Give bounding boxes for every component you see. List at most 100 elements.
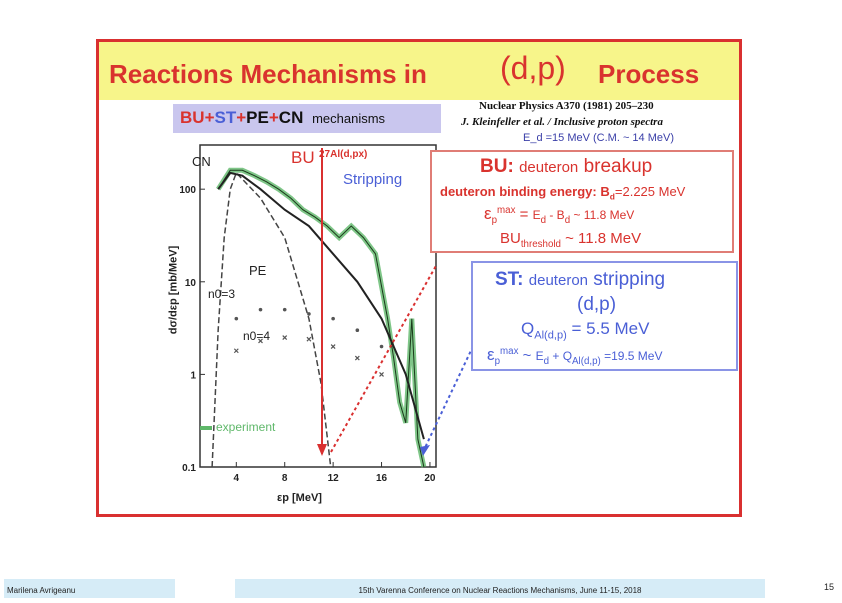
x-tick-label: 8 [282, 473, 288, 484]
st-eps-rhs2-sub: Al(d,p) [572, 356, 601, 367]
bu-eps-eq: = [515, 206, 533, 223]
st-eps-rhs2: + Q [549, 349, 573, 363]
footer-author-text: Marilena Avrigeanu [7, 586, 76, 595]
st-arrow-head [420, 445, 430, 456]
mech-suffix: mechanisms [312, 111, 386, 126]
x-tick-label: 12 [328, 473, 340, 484]
series-n0-3-point [282, 307, 287, 312]
series-n0-3-point [307, 312, 311, 316]
slide-title-main: Reactions Mechanisms in [109, 59, 427, 89]
slide-title-process: Process [598, 59, 700, 89]
series-n0-4-point [233, 348, 239, 354]
x-tick-label: 20 [424, 473, 436, 484]
slide-title-reaction: (d,p) [500, 50, 566, 86]
bu-heading-end: breakup [583, 156, 653, 177]
st-eps-sim: ~ [518, 347, 536, 364]
mech-plus: + [236, 108, 247, 127]
bu-thr-sub: threshold [520, 239, 561, 250]
spectrum-plot: 4 8 12 16 20 100 10 1 0.1 [179, 144, 503, 484]
bu-heading-mid: deuteron [519, 159, 579, 176]
x-axis-label: εp [MeV] [277, 492, 322, 504]
bu-eps-sup: max [497, 205, 516, 216]
plot-series [211, 167, 427, 468]
bu-thr-main: BU [500, 230, 521, 247]
series-n0-4-point [258, 338, 263, 344]
x-tick-label: 16 [376, 473, 388, 484]
st-info-box: ST: deuteron stripping (d,p) QAl(d,p) = … [471, 261, 738, 371]
bu-binding-line: deuteron binding energy: Bd=2.225 MeV [440, 184, 685, 202]
series-n0-3-point [331, 316, 335, 321]
slide-frame: Reactions Mechanisms in (d,p) Process BU… [96, 39, 742, 517]
bu-eps-rhs1: E [532, 208, 541, 222]
y-tick-label: 10 [185, 278, 197, 289]
bu-eps-sub: p [491, 215, 498, 226]
label-reaction: 27Al(d,px) [319, 149, 368, 160]
st-eps-rhs1-sub: d [543, 356, 550, 367]
label-experiment: experiment [216, 420, 276, 434]
mechanisms-line: BU+ST+PE+CN mechanisms [180, 108, 385, 128]
x-tick-label: 4 [234, 473, 240, 484]
y-tick-label: 0.1 [182, 463, 196, 474]
bu-binding-value: =2.225 MeV [614, 184, 686, 199]
mech-bu: BU [180, 108, 205, 127]
bu-arrow-head [317, 444, 327, 456]
series-n0-4-point [330, 344, 336, 349]
series-n0-4-point [306, 336, 312, 342]
energy-line: E_d =15 MeV (C.M. ~ 14 MeV) [523, 132, 675, 144]
mech-plus: + [268, 108, 279, 127]
series-bu-line [211, 171, 332, 468]
st-eps-sub: p [494, 356, 501, 367]
series-n0-3-point [234, 316, 239, 321]
label-pe: PE [249, 263, 267, 278]
series-n0-3-point [379, 344, 384, 349]
footer-conference: 15th Varenna Conference on Nuclear React… [235, 579, 765, 598]
st-q-line: QAl(d,p) = 5.5 MeV [521, 319, 649, 341]
series-n0-4-point [354, 355, 360, 361]
st-eps-line: εpmax ~ Ed + QAl(d,p) =19.5 MeV [487, 345, 662, 367]
plot-axes [199, 144, 437, 468]
bu-eps-symbol: ε [484, 204, 492, 223]
reference-line2: J. Kleinfeller et al. / Inclusive proton… [461, 116, 663, 128]
footer-conference-text: 15th Varenna Conference on Nuclear React… [358, 586, 642, 595]
label-cn: CN [192, 154, 211, 169]
label-stripping: Stripping [343, 171, 403, 188]
series-n0-4-point [282, 335, 288, 340]
st-eps-rhs1: E [535, 349, 544, 363]
bu-eps-rhs3: ~ 11.8 MeV [570, 208, 635, 222]
y-tick-label: 100 [179, 185, 196, 196]
series-n0-3-point [258, 307, 263, 312]
series-n0-4-point [379, 371, 384, 377]
y-tick-label: 1 [190, 370, 196, 381]
st-q-main: Q [521, 319, 535, 338]
page-number: 15 [824, 582, 835, 592]
st-heading-mid: deuteron [528, 272, 588, 289]
bu-heading-prefix: BU: [480, 156, 514, 177]
label-n0-4: n0=4 [243, 329, 271, 343]
reference-line1: Nuclear Physics A370 (1981) 205–230 [479, 100, 654, 112]
label-bu: BU [291, 148, 315, 167]
bu-eps-rhs2: - B [546, 208, 565, 222]
mech-pe: PE [246, 108, 269, 127]
title-band [99, 42, 739, 100]
mech-st: ST [214, 108, 237, 127]
mech-cn: CN [278, 108, 304, 127]
bu-threshold-line: BUthreshold ~ 11.8 MeV [500, 230, 641, 250]
bu-eps-line: εpmax = Ed - Bd ~ 11.8 MeV [484, 204, 634, 226]
st-eps-symbol: ε [487, 345, 495, 364]
series-experiment-core-line [217, 169, 425, 468]
st-heading-end: stripping [593, 269, 666, 290]
series-cn-line [217, 171, 425, 440]
st-q-sub: Al(d,p) [534, 329, 567, 342]
mechanisms-box: BU+ST+PE+CN mechanisms [173, 104, 441, 133]
series-n0-3-point [355, 328, 360, 333]
bu-eps-rhs1-sub: d [540, 215, 547, 226]
st-heading-prefix: ST: [495, 269, 524, 290]
st-eps-sup: max [500, 346, 519, 357]
st-pointer-line [422, 284, 503, 453]
plot-ticks: 4 8 12 16 20 100 10 1 0.1 [179, 185, 436, 484]
y-axis-label: dσ/dεp [mb/MeV] [167, 245, 180, 335]
bu-binding-text: deuteron binding energy: B [440, 184, 610, 199]
bu-info-box: BU: deuteron breakup deuteron binding en… [430, 150, 734, 253]
st-q-value: = 5.5 MeV [566, 319, 650, 338]
bu-thr-value: ~ 11.8 MeV [560, 230, 642, 247]
